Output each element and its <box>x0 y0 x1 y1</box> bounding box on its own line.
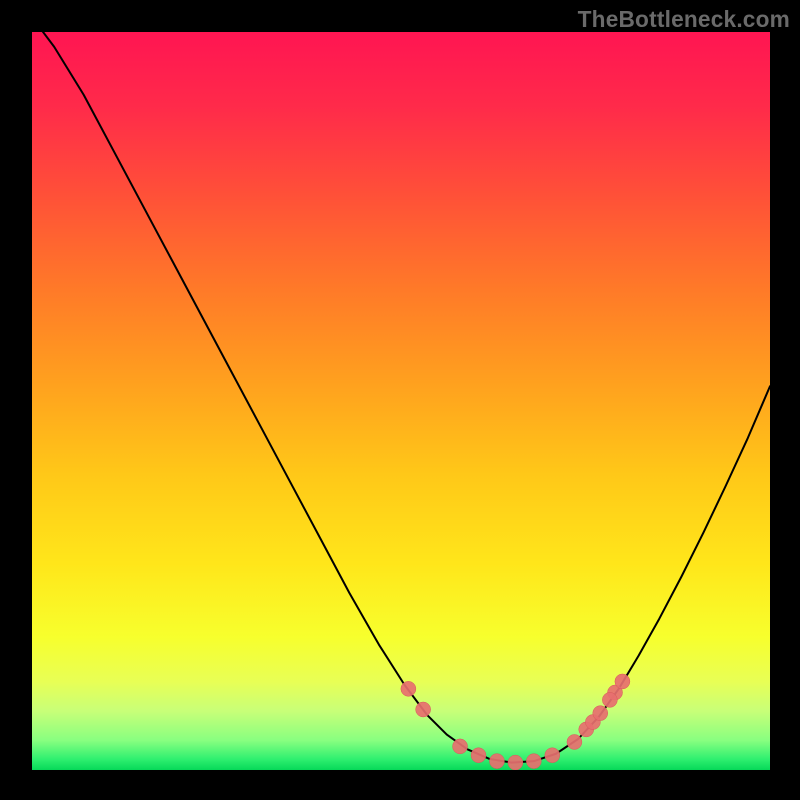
marker-dot <box>453 739 468 754</box>
marker-dot <box>471 748 486 763</box>
marker-dot <box>489 754 504 769</box>
plot-area <box>32 32 770 770</box>
bottleneck-curve <box>32 32 770 763</box>
curve-layer <box>32 32 770 770</box>
marker-dot <box>567 734 582 749</box>
marker-dot <box>526 754 541 769</box>
marker-dot <box>401 681 416 696</box>
chart-container: TheBottleneck.com <box>0 0 800 800</box>
watermark-text: TheBottleneck.com <box>578 6 790 33</box>
marker-dot <box>508 755 523 770</box>
marker-dot <box>416 702 431 717</box>
marker-dot <box>615 674 630 689</box>
marker-dot <box>545 748 560 763</box>
marker-dot <box>593 706 608 721</box>
marker-dot <box>602 692 617 707</box>
